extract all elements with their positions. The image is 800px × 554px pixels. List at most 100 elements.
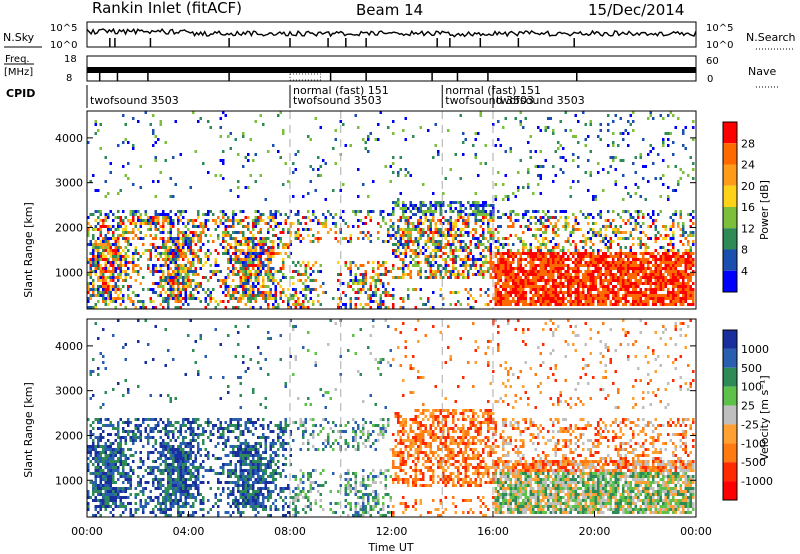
heatmap-cell bbox=[564, 273, 567, 276]
heatmap-cell bbox=[252, 261, 255, 264]
heatmap-cell bbox=[192, 264, 195, 267]
heatmap-cell bbox=[112, 469, 115, 472]
heatmap-cell bbox=[362, 276, 365, 279]
heatmap-cell bbox=[274, 213, 277, 216]
heatmap-cell bbox=[529, 249, 532, 252]
heatmap-cell bbox=[97, 451, 100, 454]
heatmap-cell bbox=[134, 234, 137, 237]
heatmap-cell bbox=[554, 216, 557, 219]
heatmap-cell bbox=[254, 273, 257, 276]
heatmap-cell bbox=[664, 303, 667, 306]
heatmap-cell bbox=[494, 303, 497, 306]
heatmap-cell bbox=[92, 487, 95, 490]
y-tick-label: 4000 bbox=[55, 132, 83, 145]
heatmap-cell bbox=[244, 273, 247, 276]
heatmap-cell bbox=[147, 228, 150, 231]
heatmap-cell bbox=[369, 306, 372, 309]
heatmap-cell bbox=[102, 219, 105, 222]
heatmap-cell bbox=[159, 231, 162, 234]
heatmap-cell bbox=[489, 246, 492, 249]
heatmap-cell bbox=[437, 219, 440, 222]
heatmap-cell bbox=[187, 279, 190, 282]
heatmap-cell bbox=[94, 505, 97, 508]
heatmap-cell bbox=[267, 276, 270, 279]
heatmap-cell bbox=[474, 201, 477, 204]
heatmap-cell bbox=[257, 240, 260, 243]
heatmap-cell bbox=[682, 270, 685, 273]
heatmap-cell bbox=[117, 451, 120, 454]
heatmap-cell bbox=[109, 294, 112, 297]
heatmap-cell bbox=[159, 279, 162, 282]
heatmap-cell bbox=[297, 231, 300, 234]
heatmap-cell bbox=[92, 472, 95, 475]
heatmap-cell bbox=[102, 267, 105, 270]
heatmap-cell bbox=[117, 288, 120, 291]
heatmap-cell bbox=[244, 285, 247, 288]
heatmap-cell bbox=[477, 201, 480, 204]
heatmap-cell bbox=[442, 222, 445, 225]
heatmap-cell bbox=[312, 168, 315, 171]
heatmap-cell bbox=[632, 264, 635, 267]
heatmap-cell bbox=[232, 213, 235, 216]
heatmap-cell bbox=[554, 294, 557, 297]
heatmap-cell bbox=[474, 264, 477, 267]
heatmap-cell bbox=[279, 279, 282, 282]
heatmap-cell bbox=[312, 264, 315, 267]
heatmap-cell bbox=[672, 189, 675, 192]
heatmap-cell bbox=[599, 276, 602, 279]
heatmap-cell bbox=[354, 276, 357, 279]
heatmap-cell bbox=[519, 276, 522, 279]
heatmap-cell bbox=[552, 225, 555, 228]
heatmap-cell bbox=[637, 303, 640, 306]
heatmap-cell bbox=[564, 252, 567, 255]
heatmap-cell bbox=[394, 255, 397, 258]
heatmap-cell bbox=[667, 288, 670, 291]
heatmap-cell bbox=[592, 198, 595, 201]
heatmap-cell bbox=[604, 297, 607, 300]
heatmap-cell bbox=[659, 234, 662, 237]
heatmap-cell bbox=[684, 237, 687, 240]
heatmap-cell bbox=[554, 258, 557, 261]
heatmap-cell bbox=[124, 174, 127, 177]
heatmap-cell bbox=[479, 213, 482, 216]
heatmap-cell bbox=[607, 261, 610, 264]
heatmap-cell bbox=[307, 300, 310, 303]
heatmap-cell bbox=[229, 243, 232, 246]
heatmap-cell bbox=[269, 216, 272, 219]
heatmap-cell bbox=[494, 270, 497, 273]
heatmap-cell bbox=[152, 273, 155, 276]
heatmap-cell bbox=[169, 288, 172, 291]
heatmap-cell bbox=[192, 231, 195, 234]
heatmap-cell bbox=[272, 246, 275, 249]
heatmap-cell bbox=[104, 270, 107, 273]
heatmap-cell bbox=[114, 466, 117, 469]
heatmap-cell bbox=[659, 267, 662, 270]
heatmap-cell bbox=[189, 243, 192, 246]
heatmap-cell bbox=[652, 255, 655, 258]
heatmap-cell bbox=[552, 246, 555, 249]
heatmap-cell bbox=[564, 276, 567, 279]
heatmap-cell bbox=[579, 294, 582, 297]
heatmap-cell bbox=[107, 496, 110, 499]
heatmap-cell bbox=[109, 246, 112, 249]
heatmap-cell bbox=[207, 240, 210, 243]
heatmap-cell bbox=[522, 285, 525, 288]
heatmap-cell bbox=[439, 276, 442, 279]
heatmap-cell bbox=[669, 255, 672, 258]
heatmap-cell bbox=[662, 183, 665, 186]
heatmap-cell bbox=[162, 213, 165, 216]
heatmap-cell bbox=[152, 291, 155, 294]
heatmap-cell bbox=[434, 123, 437, 126]
heatmap-cell bbox=[124, 261, 127, 264]
heatmap-cell bbox=[104, 487, 107, 490]
heatmap-cell bbox=[639, 252, 642, 255]
heatmap-cell bbox=[122, 297, 125, 300]
heatmap-cell bbox=[529, 156, 532, 159]
heatmap-cell bbox=[542, 210, 545, 213]
heatmap-cell bbox=[247, 261, 250, 264]
heatmap-cell bbox=[664, 228, 667, 231]
heatmap-cell bbox=[687, 213, 690, 216]
heatmap-cell bbox=[159, 171, 162, 174]
heatmap-cell bbox=[167, 294, 170, 297]
heatmap-cell bbox=[484, 144, 487, 147]
